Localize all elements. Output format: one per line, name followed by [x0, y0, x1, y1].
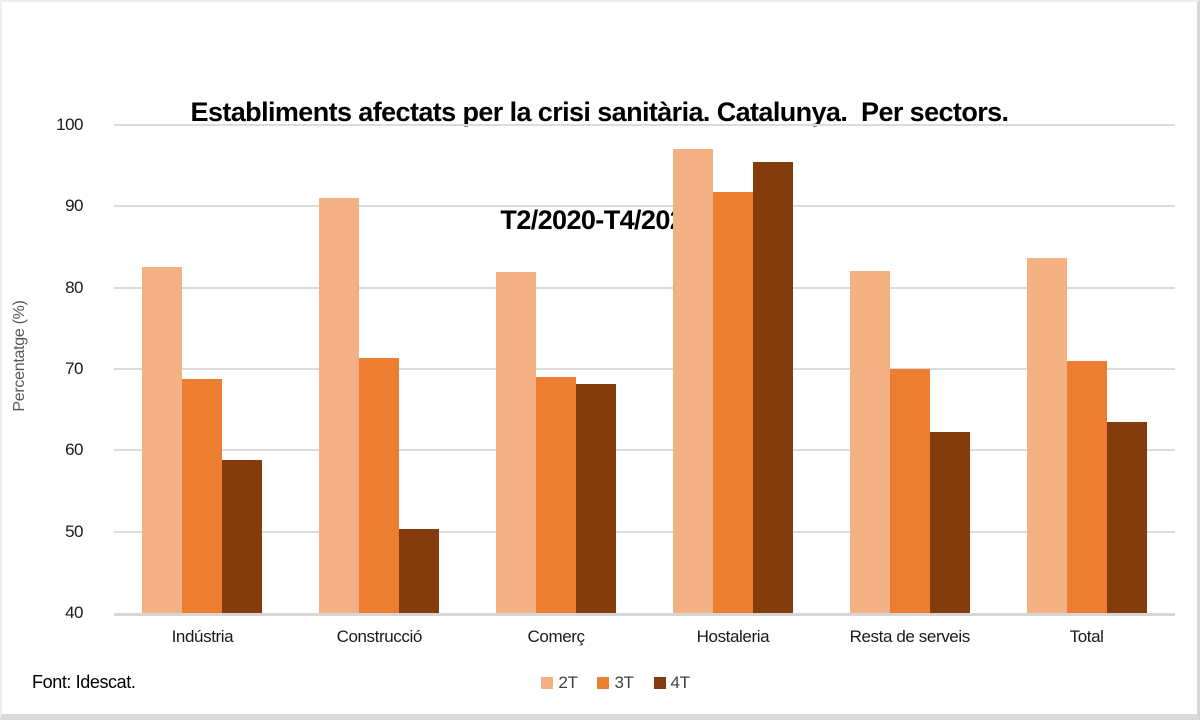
legend-label-4t: 4T: [670, 673, 690, 692]
x-axis-label-comerç: Comerç: [527, 627, 586, 646]
gridline-100: [114, 124, 1175, 126]
x-axis-label-resta-de-serveis: Resta de serveis: [849, 627, 971, 646]
y-tick-label-70: 70: [65, 359, 83, 378]
bar-total-3t: [1066, 360, 1107, 613]
x-axis-label-hostaleria: Hostaleria: [696, 627, 770, 646]
legend: 2T 3T 4T: [18, 673, 1200, 693]
bar-comerç-4t: [576, 384, 617, 613]
legend-item-3t: 3T: [597, 673, 634, 693]
x-axis-labels: Indústria Construcció Comerç Hostaleria Rest…: [114, 627, 1175, 651]
bar-hostaleria-3t: [712, 191, 753, 613]
bar-resta-de-serveis-3t: [889, 369, 930, 613]
bar-resta-de-serveis-2t: [849, 270, 890, 613]
bar-construcció-3t: [359, 358, 400, 613]
chart-title: Establiments afectats per la crisi sanit…: [2, 22, 1197, 274]
y-tick-label-100: 100: [56, 115, 83, 134]
bar-indústria-3t: [182, 378, 223, 613]
y-tick-label-80: 80: [65, 277, 83, 297]
bar-indústria-2t: [142, 266, 183, 613]
gridline-60: [114, 449, 1175, 452]
legend-label-3t: 3T: [614, 673, 634, 692]
gridline-70: [114, 368, 1175, 370]
x-axis-label-construcció: Construcció: [336, 627, 423, 646]
bar-hostaleria-2t: [672, 148, 713, 613]
y-tick-label-90: 90: [65, 196, 83, 216]
chart-title-line2: T2/2020-T4/2020: [500, 205, 699, 235]
legend-item-4t: 4T: [653, 673, 690, 693]
x-axis-label-total: Total: [1069, 627, 1104, 646]
legend-label-2t: 2T: [558, 673, 578, 692]
bar-total-2t: [1026, 258, 1067, 613]
bar-resta-de-serveis-4t: [929, 431, 970, 613]
bar-total-4t: [1106, 421, 1147, 613]
bar-comerç-3t: [536, 377, 577, 613]
bar-construcció-4t: [399, 529, 440, 613]
gridline-90: [114, 205, 1175, 208]
y-tick-label-50: 50: [65, 521, 83, 541]
bar-comerç-2t: [496, 272, 537, 613]
bar-hostaleria-4t: [752, 162, 793, 613]
source-note: Font: Idescat.: [32, 672, 136, 692]
gridline-80: [114, 286, 1175, 289]
y-tick-label-60: 60: [65, 440, 83, 460]
legend-item-2t: 2T: [541, 673, 578, 693]
gridline-50: [114, 530, 1175, 533]
legend-swatch-3t: [597, 677, 610, 689]
legend-swatch-2t: [541, 677, 554, 689]
bar-indústria-4t: [222, 460, 263, 613]
legend-swatch-4t: [653, 677, 666, 689]
y-tick-labels: 40 50 60 70 80 90 100: [22, 115, 97, 622]
chart-title-line1: Establiments afectats per la crisi sanit…: [190, 97, 1009, 127]
plot-area: [114, 124, 1175, 616]
y-tick-label-40: 40: [65, 603, 83, 622]
bar-construcció-2t: [319, 198, 360, 613]
x-axis-label-indústria: Indústria: [171, 627, 234, 646]
